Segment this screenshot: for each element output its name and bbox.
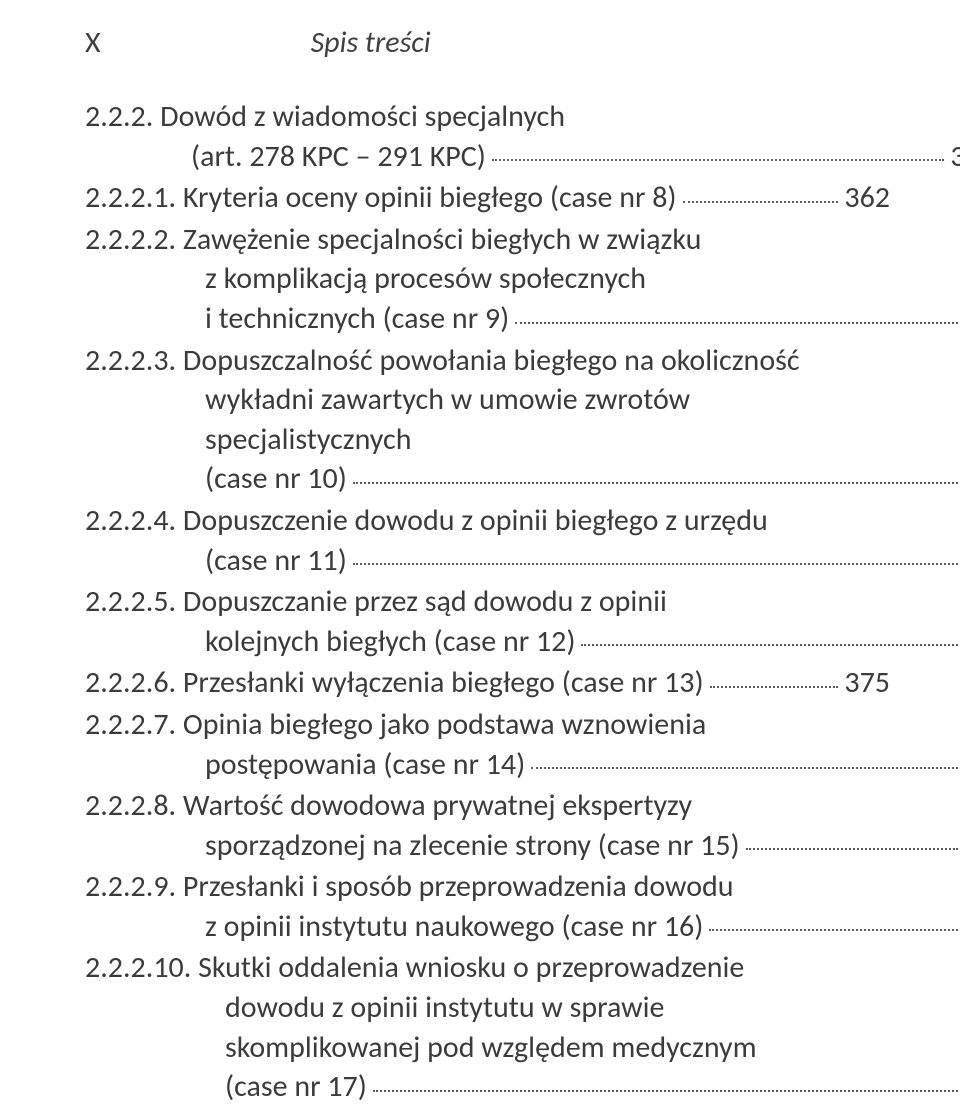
toc-text: (case nr 10) bbox=[205, 459, 347, 499]
toc-line: sporządzonej na zlecenie strony (case nr… bbox=[85, 826, 960, 866]
toc-line: specjalistycznych bbox=[85, 420, 960, 460]
toc-line: wykładni zawartych w umowie zwrotów bbox=[85, 380, 960, 420]
toc-line: 2.2.2.9. Przesłanki i sposób przeprowadz… bbox=[85, 867, 890, 907]
toc-text: Przesłanki i sposób przeprowadzenia dowo… bbox=[183, 867, 734, 907]
toc-line: z komplikacją procesów społecznych bbox=[85, 259, 960, 299]
dot-leader bbox=[709, 913, 958, 932]
toc-number: 2.2.2.10. bbox=[85, 948, 191, 988]
toc-line: 2.2.2.2. Zawężenie specjalności biegłych… bbox=[85, 220, 890, 260]
toc-text: (case nr 17) bbox=[225, 1067, 367, 1107]
toc-text: wykładni zawartych w umowie zwrotów bbox=[205, 380, 690, 420]
toc-entry: 2.2.2.2. Zawężenie specjalności biegłych… bbox=[85, 220, 890, 339]
toc-line: (case nr 17) 386 bbox=[85, 1067, 960, 1107]
toc-number: 2.2.2.3. bbox=[85, 341, 176, 381]
toc-line: 2.2.2. Dowód z wiadomości specjalnych bbox=[85, 97, 890, 137]
dot-leader bbox=[373, 1073, 960, 1092]
toc-line: 2.2.2.6. Przesłanki wyłączenia biegłego … bbox=[85, 663, 890, 703]
page-header: X Spis treści bbox=[85, 24, 890, 61]
toc-text: z komplikacją procesów społecznych bbox=[205, 259, 646, 299]
toc-line: (case nr 10) 366 bbox=[85, 459, 960, 499]
dot-leader bbox=[515, 305, 958, 324]
toc-text: Wartość dowodowa prywatnej ekspertyzy bbox=[183, 786, 692, 826]
toc-text: Przesłanki wyłączenia biegłego (case nr … bbox=[183, 663, 704, 703]
toc-page: 362 bbox=[844, 178, 890, 218]
toc-entry: 2.2.2.7. Opinia biegłego jako podstawa w… bbox=[85, 705, 890, 784]
toc-line: skomplikowanej pod względem medycznym bbox=[85, 1028, 960, 1068]
toc-text: Dowód z wiadomości specjalnych bbox=[160, 97, 565, 137]
toc-number: 2.2.2.6. bbox=[85, 663, 176, 703]
toc-line: z opinii instytutu naukowego (case nr 16… bbox=[85, 907, 960, 947]
toc-text: Zawężenie specjalności biegłych w związk… bbox=[183, 220, 701, 260]
toc-number: 2.2.2.8. bbox=[85, 786, 176, 826]
dot-leader bbox=[353, 465, 959, 484]
toc-line: postępowania (case nr 14) 378 bbox=[85, 745, 960, 785]
dot-leader bbox=[746, 832, 959, 851]
dot-leader bbox=[353, 547, 959, 566]
toc-number: 2.2.2.1. bbox=[85, 178, 176, 218]
toc-text: skomplikowanej pod względem medycznym bbox=[225, 1028, 757, 1068]
toc-number: 2.2.2.4. bbox=[85, 501, 176, 541]
dot-leader bbox=[683, 184, 839, 203]
toc-text: Opinia biegłego jako podstawa wznowienia bbox=[183, 705, 706, 745]
toc-entry: 2.2.2.1. Kryteria oceny opinii biegłego … bbox=[85, 178, 890, 218]
toc-number: 2.2.2.5. bbox=[85, 582, 176, 622]
toc-text: Dopuszczenie dowodu z opinii biegłego z … bbox=[183, 501, 768, 541]
toc-text: (case nr 11) bbox=[205, 541, 347, 581]
toc-line: dowodu z opinii instytutu w sprawie bbox=[85, 988, 960, 1028]
toc-number: 2.2.2. bbox=[85, 97, 153, 137]
dot-leader bbox=[710, 669, 839, 688]
toc-line: 2.2.2.1. Kryteria oceny opinii biegłego … bbox=[85, 178, 890, 218]
toc-line: 2.2.2.4. Dopuszczenie dowodu z opinii bi… bbox=[85, 501, 890, 541]
toc-entry: 2.2.2. Dowód z wiadomości specjalnych (a… bbox=[85, 97, 890, 176]
document-page: X Spis treści 2.2.2. Dowód z wiadomości … bbox=[0, 0, 960, 1107]
toc-text: (art. 278 KPC – 291 KPC) bbox=[191, 137, 486, 177]
toc-page: 375 bbox=[844, 663, 890, 703]
toc-entry: 2.2.2.3. Dopuszczalność powołania biegłe… bbox=[85, 341, 890, 499]
toc-number: 2.2.2.2. bbox=[85, 220, 176, 260]
toc-entry: 2.2.2.4. Dopuszczenie dowodu z opinii bi… bbox=[85, 501, 890, 580]
toc-line: 2.2.2.7. Opinia biegłego jako podstawa w… bbox=[85, 705, 890, 745]
toc-entry: 2.2.2.8. Wartość dowodowa prywatnej eksp… bbox=[85, 786, 890, 865]
toc-number: 2.2.2.7. bbox=[85, 705, 176, 745]
toc-text: specjalistycznych bbox=[205, 420, 411, 460]
toc-line: i technicznych (case nr 9) 364 bbox=[85, 299, 960, 339]
toc-text: kolejnych biegłych (case nr 12) bbox=[205, 622, 575, 662]
table-of-contents: 2.2.2. Dowód z wiadomości specjalnych (a… bbox=[85, 97, 890, 1107]
dot-leader bbox=[492, 143, 944, 162]
toc-line: 2.2.2.10. Skutki oddalenia wniosku o prz… bbox=[85, 948, 890, 988]
toc-line: 2.2.2.5. Dopuszczanie przez sąd dowodu z… bbox=[85, 582, 890, 622]
toc-text: Kryteria oceny opinii biegłego (case nr … bbox=[183, 178, 677, 218]
toc-line: 2.2.2.8. Wartość dowodowa prywatnej eksp… bbox=[85, 786, 890, 826]
toc-text: z opinii instytutu naukowego (case nr 16… bbox=[205, 907, 703, 947]
toc-entry: 2.2.2.9. Przesłanki i sposób przeprowadz… bbox=[85, 867, 890, 946]
toc-entry: 2.2.2.5. Dopuszczanie przez sąd dowodu z… bbox=[85, 582, 890, 661]
toc-text: Skutki oddalenia wniosku o przeprowadzen… bbox=[198, 948, 744, 988]
page-marker: X bbox=[85, 24, 101, 61]
toc-line: 2.2.2.3. Dopuszczalność powołania biegłe… bbox=[85, 341, 890, 381]
toc-page: 360 bbox=[950, 137, 960, 177]
toc-line: (art. 278 KPC – 291 KPC) 360 bbox=[85, 137, 960, 177]
dot-leader bbox=[581, 628, 958, 647]
header-title: Spis treści bbox=[311, 24, 431, 61]
toc-entry: 2.2.2.10. Skutki oddalenia wniosku o prz… bbox=[85, 948, 890, 1106]
dot-leader bbox=[531, 751, 958, 770]
toc-text: sporządzonej na zlecenie strony (case nr… bbox=[205, 826, 740, 866]
toc-text: postępowania (case nr 14) bbox=[205, 745, 525, 785]
toc-number: 2.2.2.9. bbox=[85, 867, 176, 907]
toc-text: Dopuszczanie przez sąd dowodu z opinii bbox=[183, 582, 667, 622]
toc-entry: 2.2.2.6. Przesłanki wyłączenia biegłego … bbox=[85, 663, 890, 703]
toc-text: i technicznych (case nr 9) bbox=[205, 299, 509, 339]
toc-line: (case nr 11) 370 bbox=[85, 541, 960, 581]
toc-text: dowodu z opinii instytutu w sprawie bbox=[225, 988, 664, 1028]
toc-line: kolejnych biegłych (case nr 12) 372 bbox=[85, 622, 960, 662]
toc-text: Dopuszczalność powołania biegłego na oko… bbox=[183, 341, 800, 381]
